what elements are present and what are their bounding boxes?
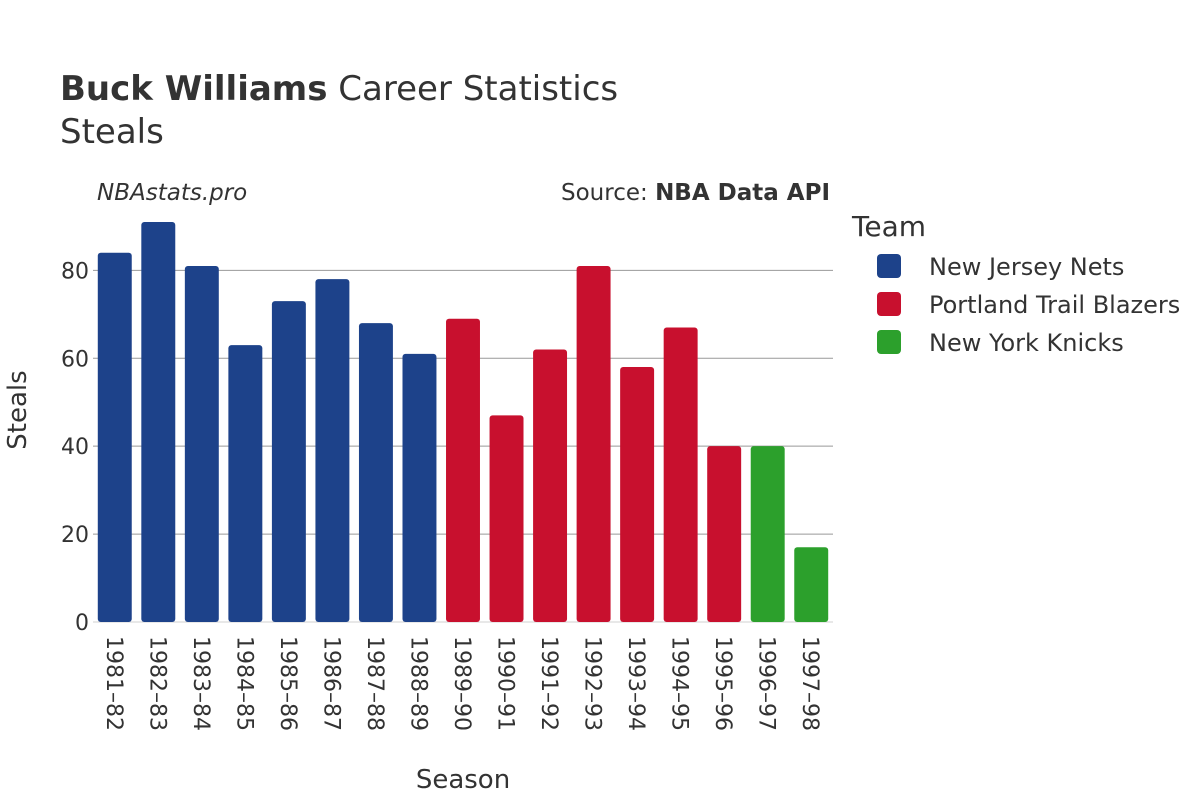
- y-tick-label: 60: [61, 347, 89, 372]
- bars: [97, 222, 829, 622]
- site-credit: NBAstats.pro: [97, 180, 247, 206]
- bar-1982–83[interactable]: [141, 222, 176, 622]
- x-tick-label: 1992–93: [580, 636, 605, 731]
- bar-1984–85[interactable]: [228, 345, 263, 622]
- bar-1991–92[interactable]: [533, 349, 568, 622]
- legend-entry: New York Knicks: [929, 329, 1124, 357]
- y-tick-label: 80: [61, 259, 89, 284]
- x-axis-ticks: 1981–82 1982–83 1983–84 1984–85 1985–86 1986–…: [101, 636, 822, 731]
- x-tick-label: 1984–85: [231, 636, 256, 731]
- legend-entry: New Jersey Nets: [929, 253, 1124, 281]
- x-tick-label: 1989–90: [449, 636, 474, 731]
- legend-swatch: [877, 330, 901, 354]
- source-credit: Source: NBA Data API: [561, 180, 830, 206]
- x-tick-label: 1985–86: [275, 636, 300, 731]
- source-prefix: Source:: [561, 180, 655, 206]
- bar-1993–94[interactable]: [620, 367, 655, 622]
- bar-1988–89[interactable]: [402, 353, 437, 622]
- x-tick-label: 1996–97: [754, 636, 779, 731]
- bar-1986–87[interactable]: [315, 279, 350, 622]
- legend-swatch: [877, 254, 901, 278]
- x-tick-label: 1995–96: [710, 636, 735, 731]
- x-tick-label: 1981–82: [101, 636, 126, 731]
- bar-1990–91[interactable]: [489, 415, 524, 622]
- x-tick-label: 1982–83: [144, 636, 169, 731]
- chart-subtitle: Steals: [60, 112, 164, 152]
- bar-1996–97[interactable]: [750, 446, 785, 622]
- title-player: Buck Williams: [60, 69, 327, 109]
- legend-entry: Portland Trail Blazers: [929, 291, 1180, 319]
- x-tick-label: 1990–91: [493, 636, 518, 731]
- y-tick-label: 0: [75, 611, 89, 636]
- x-tick-label: 1994–95: [667, 636, 692, 731]
- bar-1985–86[interactable]: [271, 301, 306, 622]
- legend-title: Team: [851, 210, 926, 243]
- y-tick-label: 20: [61, 523, 89, 548]
- x-tick-label: 1987–88: [362, 636, 387, 731]
- y-tick-label: 40: [61, 435, 89, 460]
- bar-1995–96[interactable]: [707, 446, 742, 622]
- source-name: NBA Data API: [655, 180, 830, 206]
- x-tick-label: 1993–94: [623, 636, 648, 731]
- x-axis-title: Season: [416, 765, 510, 795]
- title-rest: Career Statistics: [327, 69, 618, 109]
- x-tick-label: 1986–87: [318, 636, 343, 731]
- bar-1992–93[interactable]: [576, 265, 611, 622]
- x-tick-label: 1983–84: [188, 636, 213, 731]
- x-tick-label: 1988–89: [405, 636, 430, 731]
- x-tick-label: 1991–92: [536, 636, 561, 731]
- x-tick-label: 1997–98: [797, 636, 822, 731]
- y-axis-ticks: 0 20 40 60 80: [61, 259, 89, 636]
- bar-1989–90[interactable]: [446, 318, 480, 622]
- legend: Team New Jersey Nets Portland Trail Blaze…: [851, 210, 1180, 357]
- bar-1997–98[interactable]: [794, 547, 829, 622]
- legend-swatch: [877, 292, 901, 316]
- bar-1987–88[interactable]: [358, 323, 393, 622]
- bar-1983–84[interactable]: [184, 265, 219, 622]
- chart-title: Buck Williams Career Statistics: [60, 69, 618, 109]
- y-axis-title: Steals: [3, 370, 33, 449]
- bar-1994–95[interactable]: [663, 327, 698, 622]
- bar-1981–82[interactable]: [97, 252, 132, 622]
